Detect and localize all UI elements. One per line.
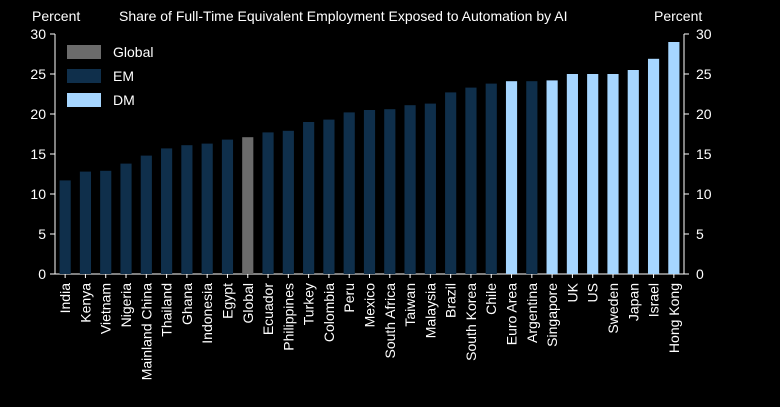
x-tick-label: Mexico: [362, 283, 378, 328]
bar-egypt: [221, 139, 234, 274]
bar-peru: [343, 112, 355, 275]
bar-brazil: [445, 92, 457, 275]
x-tick-label: Taiwan: [402, 283, 418, 327]
x-tick-label: Hong Kong: [666, 283, 682, 353]
left-axis: 0 5 10 15 20 25 30: [30, 26, 684, 282]
x-tick-label: US: [585, 283, 601, 302]
bar-ecuador: [262, 132, 274, 274]
bar-ghana: [181, 145, 193, 274]
legend-swatch-em: [67, 69, 101, 83]
bar-mexico: [363, 110, 376, 274]
bar-global: [242, 137, 254, 274]
legend-swatch-dm: [67, 93, 101, 107]
bar-south-africa: [384, 109, 396, 274]
right-axis-label: Percent: [654, 8, 702, 24]
bar-thailand: [161, 148, 173, 274]
bar-india: [59, 180, 71, 274]
x-tick-label: Mainland China: [138, 283, 154, 380]
bar-kenya: [79, 171, 92, 274]
left-axis-label: Percent: [32, 8, 80, 24]
bar-hong-kong: [668, 42, 680, 274]
right-tick-label: 5: [696, 226, 704, 242]
x-tick-label: Global: [240, 283, 256, 323]
x-tick-label: Ghana: [179, 283, 195, 325]
x-tick-labels: India Kenya Vietnam Nigeria Mainland China Th…: [57, 274, 682, 380]
x-tick-label: UK: [564, 282, 580, 302]
x-tick-label: Chile: [483, 283, 499, 315]
bar-us: [587, 74, 599, 274]
bar-euro-area: [505, 81, 518, 274]
x-tick-label: Singapore: [544, 283, 560, 347]
left-tick-label: 25: [30, 66, 46, 82]
x-tick-label: Turkey: [301, 283, 317, 325]
x-tick-label: Peru: [341, 283, 357, 313]
bar-singapore: [546, 80, 558, 275]
bar-south-korea: [465, 87, 477, 274]
bar-vietnam: [100, 170, 112, 274]
x-tick-label: Argentina: [524, 283, 540, 343]
right-tick-label: 10: [696, 186, 712, 202]
bar-sweden: [607, 74, 619, 274]
x-tick-label: Brazil: [443, 283, 459, 318]
legend: Global EM DM: [67, 44, 153, 108]
x-tick-label: Israel: [646, 283, 662, 317]
right-tick-label: 25: [696, 66, 712, 82]
bar-uk: [566, 74, 578, 274]
left-tick-label: 5: [38, 226, 46, 242]
bar-malaysia: [424, 103, 436, 274]
bar-turkey: [303, 122, 315, 274]
right-tick-label: 15: [696, 146, 712, 162]
x-tick-label: India: [57, 283, 73, 314]
x-tick-label: Vietnam: [98, 283, 114, 334]
x-tick-label: Kenya: [77, 283, 93, 323]
x-tick-label: Sweden: [605, 283, 621, 334]
bar-indonesia: [201, 143, 213, 274]
bar-colombia: [323, 119, 335, 274]
legend-label-em: EM: [113, 68, 134, 84]
x-tick-label: Malaysia: [422, 283, 438, 338]
bar-japan: [627, 70, 639, 274]
right-tick-label: 0: [696, 266, 704, 282]
left-tick-label: 30: [30, 26, 46, 42]
bar-israel: [647, 58, 660, 274]
right-tick-label: 20: [696, 106, 712, 122]
left-tick-label: 15: [30, 146, 46, 162]
bar-chile: [485, 83, 497, 274]
chart-title: Share of Full-Time Equivalent Employment…: [119, 8, 568, 24]
bar-argentina: [526, 81, 538, 274]
left-tick-label: 20: [30, 106, 46, 122]
x-tick-label: Euro Area: [504, 283, 520, 345]
legend-swatch-global: [67, 45, 101, 59]
legend-label-global: Global: [113, 44, 153, 60]
x-tick-label: Philippines: [280, 283, 296, 351]
x-tick-label: Japan: [625, 283, 641, 321]
x-tick-label: South Africa: [382, 283, 398, 359]
x-tick-label: Egypt: [219, 283, 235, 319]
x-tick-label: Nigeria: [118, 283, 134, 328]
x-tick-label: Thailand: [159, 283, 175, 337]
x-tick-label: Ecuador: [260, 283, 276, 335]
bar-philippines: [282, 130, 294, 274]
x-tick-label: South Korea: [463, 283, 479, 361]
bar-taiwan: [404, 105, 416, 274]
x-tick-label: Indonesia: [199, 283, 215, 344]
right-axis: 0 5 10 15 20 25 30: [683, 26, 712, 282]
bar-nigeria: [120, 163, 132, 274]
legend-label-dm: DM: [113, 92, 135, 108]
x-tick-label: Colombia: [321, 283, 337, 342]
left-tick-label: 10: [30, 186, 46, 202]
left-tick-label: 0: [38, 266, 46, 282]
bars: [59, 42, 680, 275]
bar-mainland-china: [140, 155, 152, 274]
right-tick-label: 30: [696, 26, 712, 42]
